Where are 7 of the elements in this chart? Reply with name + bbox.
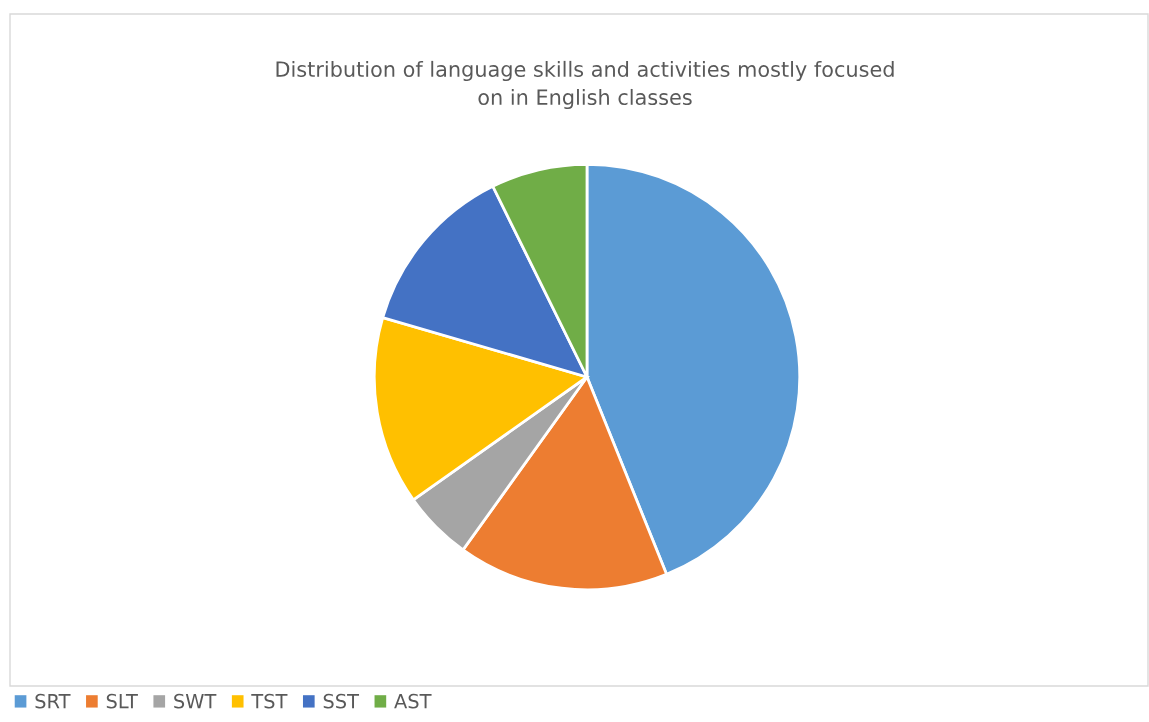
- legend-label: SLT: [106, 693, 138, 709]
- chart-title: Distribution of language skills and activities mostly focused on in English classes: [276, 60, 894, 110]
- legend-label: SWT: [174, 693, 217, 709]
- legend-label: AST: [394, 693, 432, 709]
- legend-label: TST: [251, 693, 288, 709]
- legend-label: SST: [323, 693, 360, 709]
- legend-label: SRT: [35, 693, 71, 709]
